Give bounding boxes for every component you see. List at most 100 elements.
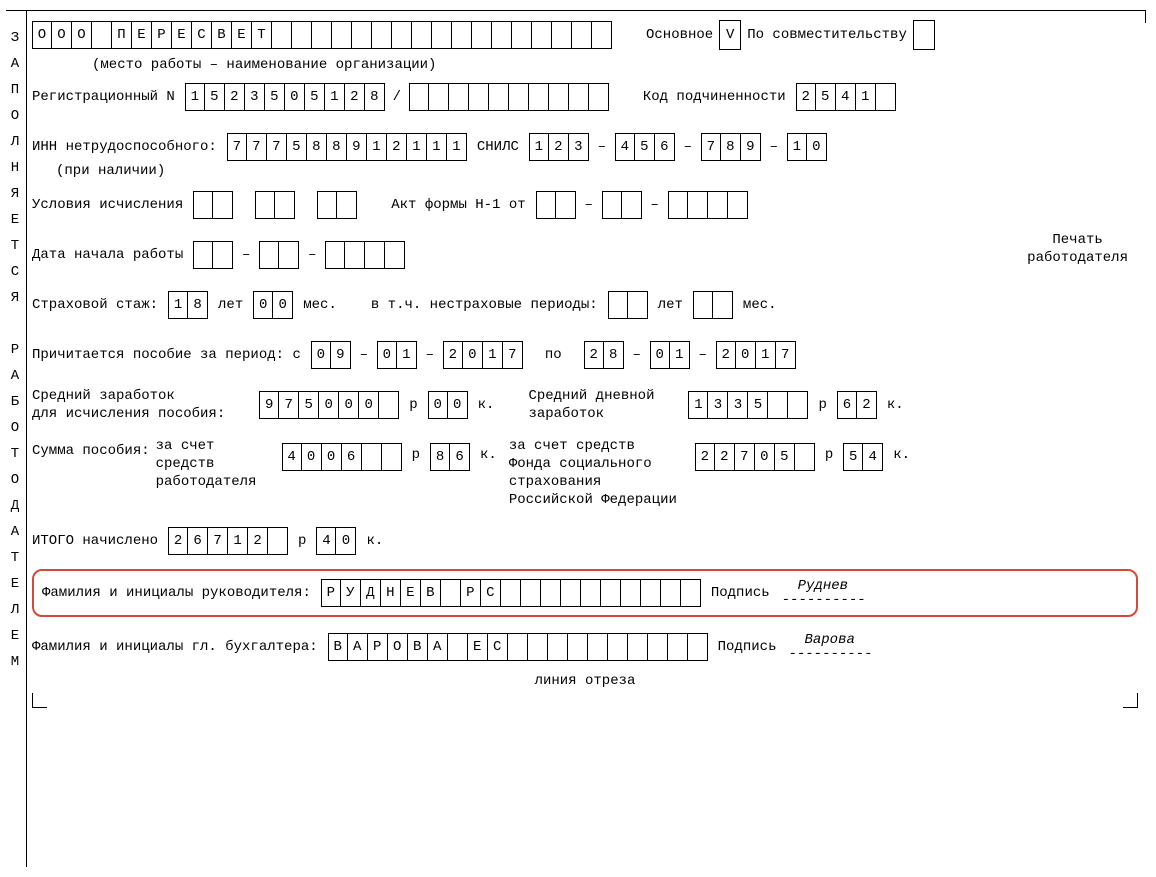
cell: 5 — [299, 391, 319, 419]
sum-fss-kop: 54 — [843, 443, 883, 471]
act-d1 — [536, 191, 576, 219]
cell — [213, 241, 233, 269]
cell — [92, 21, 112, 49]
cell — [569, 83, 589, 111]
cell: Р — [461, 579, 481, 607]
cell: О — [52, 21, 72, 49]
cell: 4 — [863, 443, 883, 471]
ni-years — [608, 291, 648, 319]
cell: 7 — [279, 391, 299, 419]
cell: 1 — [670, 341, 690, 369]
cell: 3 — [708, 391, 728, 419]
cell: 0 — [359, 391, 379, 419]
cell: 7 — [208, 527, 228, 555]
cell: 6 — [655, 133, 675, 161]
stazh-label: Страховой стаж: — [32, 297, 158, 313]
cell: 2 — [248, 527, 268, 555]
total-rub: 26712 — [168, 527, 288, 555]
cell: 1 — [856, 83, 876, 111]
period-to3: 2017 — [716, 341, 796, 369]
cell — [409, 83, 429, 111]
parttime-checkbox[interactable] — [913, 20, 935, 50]
cell: 8 — [721, 133, 741, 161]
cell — [549, 83, 569, 111]
cell: П — [112, 21, 132, 49]
total-label: ИТОГО начислено — [32, 533, 158, 549]
act-d2 — [602, 191, 642, 219]
cell — [255, 191, 275, 219]
cell — [648, 633, 668, 661]
snils-label: СНИЛС — [477, 139, 519, 155]
cell — [279, 241, 299, 269]
cell — [382, 443, 402, 471]
inn-note: (при наличии) — [56, 163, 1138, 179]
main-checkbox[interactable]: V — [719, 20, 741, 50]
cell — [449, 83, 469, 111]
cell — [508, 633, 528, 661]
cell — [541, 579, 561, 607]
cell — [876, 83, 896, 111]
cell: 2 — [225, 83, 245, 111]
cell: 0 — [285, 83, 305, 111]
cell — [552, 21, 572, 49]
start-d2 — [259, 241, 299, 269]
reg-slash: / — [391, 83, 403, 111]
cell: 8 — [365, 83, 385, 111]
cell: 8 — [307, 133, 327, 161]
cell — [661, 579, 681, 607]
period-from1: 09 — [311, 341, 351, 369]
cell — [561, 579, 581, 607]
cell: Н — [381, 579, 401, 607]
cell: 6 — [837, 391, 857, 419]
cell: 9 — [331, 341, 351, 369]
row-accountant: Фамилия и инициалы гл. бухгалтера: ВАРОВ… — [32, 629, 1138, 665]
cell — [429, 83, 449, 111]
cell — [452, 21, 472, 49]
cell — [592, 21, 612, 49]
avg-rub: 975000 — [259, 391, 399, 419]
cell: 7 — [227, 133, 247, 161]
cell — [581, 579, 601, 607]
cell: 2 — [345, 83, 365, 111]
top-corner — [1133, 11, 1146, 23]
cell — [352, 21, 372, 49]
cell — [521, 579, 541, 607]
cell — [608, 633, 628, 661]
cell — [621, 579, 641, 607]
cell: 3 — [569, 133, 589, 161]
cell: 2 — [584, 341, 604, 369]
cell — [608, 291, 628, 319]
stazh-years: 18 — [168, 291, 208, 319]
cell — [512, 21, 532, 49]
accountant-cells: ВАРОВАЕС — [328, 633, 708, 661]
cell: 8 — [188, 291, 208, 319]
cell: 2 — [443, 341, 463, 369]
cell: 4 — [316, 527, 336, 555]
cell: 5 — [265, 83, 285, 111]
cell: 6 — [342, 443, 362, 471]
period-label: Причитается пособие за период: с — [32, 347, 301, 363]
start-d1 — [193, 241, 233, 269]
cell — [668, 633, 688, 661]
cell: 3 — [245, 83, 265, 111]
cell — [641, 579, 661, 607]
cell: Р — [152, 21, 172, 49]
cell: 1 — [367, 133, 387, 161]
cell: 1 — [688, 391, 708, 419]
cell — [325, 241, 345, 269]
cell — [795, 443, 815, 471]
cell: 1 — [228, 527, 248, 555]
cell — [345, 241, 365, 269]
cell — [441, 579, 461, 607]
cell — [312, 21, 332, 49]
cell — [528, 633, 548, 661]
bottom-corners — [32, 693, 1138, 708]
vertical-label: З А П О Л Н Я Е Т С Я Р А Б О Т О Д А Т … — [8, 25, 22, 675]
cell — [548, 633, 568, 661]
cell: 2 — [387, 133, 407, 161]
cell: А — [348, 633, 368, 661]
total-kop: 40 — [316, 527, 356, 555]
row-conditions: Условия исчисления Акт формы Н-1 от – – — [32, 187, 1138, 223]
cell — [489, 83, 509, 111]
cell — [337, 191, 357, 219]
